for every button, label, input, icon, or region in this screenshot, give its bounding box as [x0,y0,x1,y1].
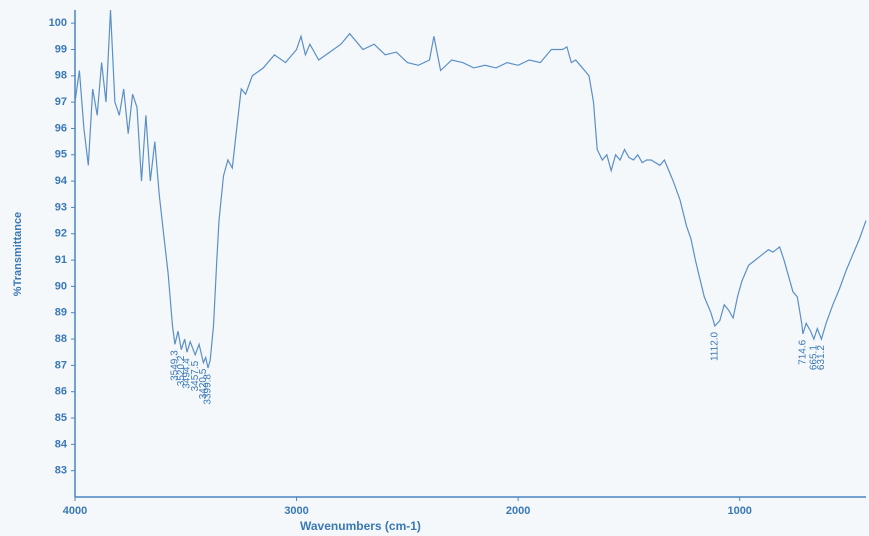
spectrum-line [74,9,867,369]
x-tick-label: 2000 [506,505,530,517]
y-tick-label: 83 [55,465,67,477]
y-tick-label: 86 [55,386,67,398]
y-axis-label: %Transmittance [12,212,24,296]
y-tick-label: 88 [55,333,67,345]
peak-label: 631.2 [816,345,827,370]
y-tick-label: 97 [55,96,67,108]
y-tick-label: 89 [55,307,67,319]
y-tick-label: 96 [55,122,67,134]
y-tick-label: 87 [55,359,67,371]
y-tick-label: 91 [55,254,67,266]
peak-label: 3494.4 [182,358,193,389]
x-tick-label: 4000 [63,505,87,517]
x-axis-label: Wavenumbers (cm-1) [300,519,421,533]
y-tick-label: 95 [55,149,67,161]
x-tick-label: 1000 [727,505,751,517]
y-tick-label: 84 [55,438,68,450]
y-tick-label: 92 [55,228,67,240]
y-tick-label: 98 [55,70,67,82]
y-tick-label: 100 [49,17,67,29]
peak-label: 3420.5 [198,368,209,399]
peak-label: 3549.3 [170,350,181,381]
y-tick-label: 94 [55,175,68,187]
peak-label: 665.1 [809,345,820,370]
peak-label: 3520.2 [176,355,187,386]
x-tick-label: 3000 [284,505,308,517]
peak-label: 1112.0 [710,331,721,361]
y-tick-label: 85 [55,412,67,424]
peak-label: 714.6 [798,339,809,364]
peak-label: 3399.8 [203,374,214,405]
y-tick-label: 93 [55,201,67,213]
y-tick-label: 90 [55,280,67,292]
peak-label: 3457.5 [190,360,201,391]
y-tick-label: 99 [55,43,67,55]
